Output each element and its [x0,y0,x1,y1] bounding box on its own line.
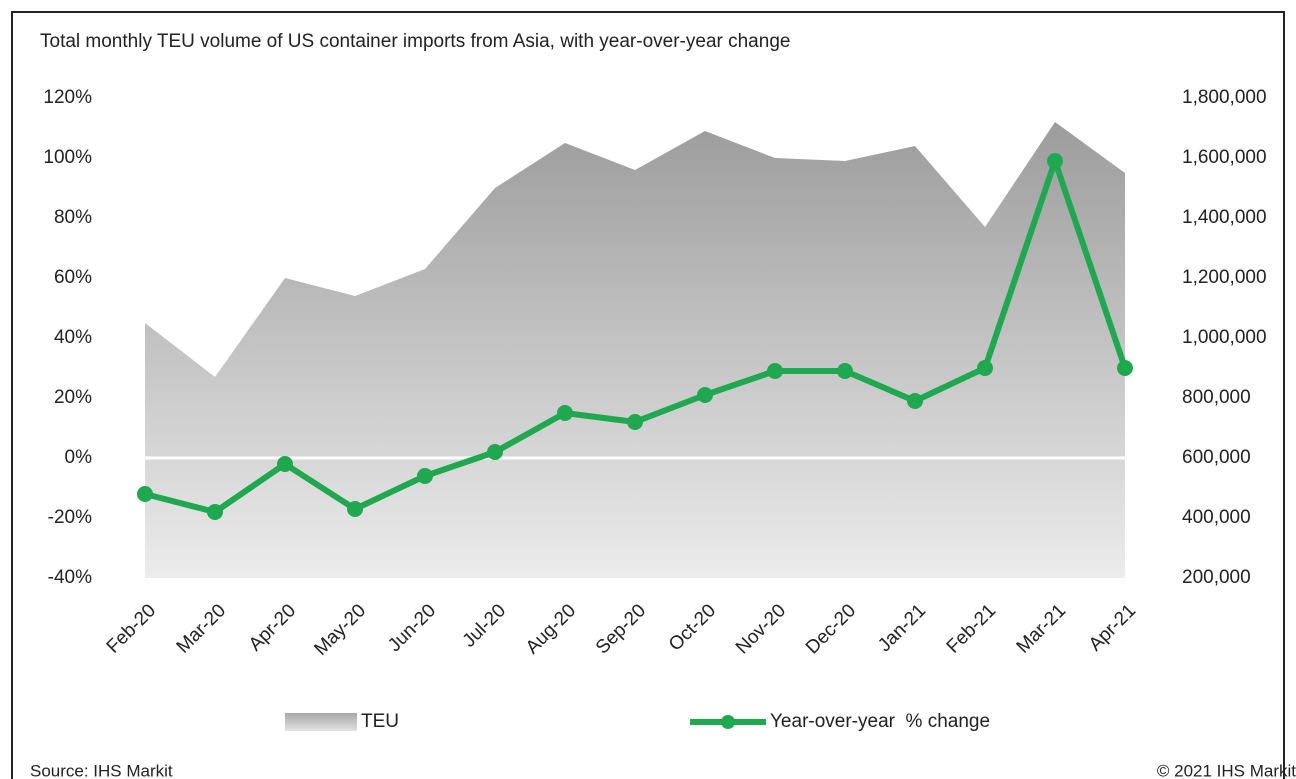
x-tick-label: Dec-20 [802,600,860,658]
yoy-point [557,405,573,421]
source: Source: IHS Markit [30,761,173,779]
y-tick-label: -20% [48,507,92,528]
x-tick-label: Feb-20 [103,600,160,657]
y2-tick-label: 800,000 [1182,387,1251,408]
yoy-point [977,360,993,376]
yoy-point [907,393,923,409]
x-tick-label: Apr-21 [1085,600,1140,655]
y-tick-label: 100% [43,147,92,168]
x-tick-label: Sep-20 [592,600,650,658]
x-tick-label: Oct-20 [665,600,720,655]
y-tick-label: 40% [54,327,92,348]
y-tick-label: 20% [54,387,92,408]
legend-marker [721,715,735,729]
yoy-point [1047,153,1063,169]
yoy-point [487,444,503,460]
yoy-point [767,363,783,379]
x-tick-label: Jun-20 [384,600,440,656]
copyright: © 2021 IHS Markit [1157,761,1296,779]
yoy-point [417,468,433,484]
y2-tick-label: 1,600,000 [1182,147,1267,168]
x-tick-label: Jan-21 [874,600,930,656]
yoy-point [1117,360,1133,376]
y2-tick-label: 400,000 [1182,507,1251,528]
y2-tick-label: 200,000 [1182,567,1251,588]
y2-tick-label: 1,000,000 [1182,327,1267,348]
x-tick-label: Aug-20 [522,600,580,658]
legend-label: TEU [361,711,399,732]
yoy-point [277,456,293,472]
y2-tick-label: 1,200,000 [1182,267,1267,288]
yoy-point [837,363,853,379]
y-tick-label: 60% [54,267,92,288]
x-tick-label: Nov-20 [732,600,790,658]
yoy-point [697,387,713,403]
y-tick-label: 120% [43,87,92,108]
chart-title: Total monthly TEU volume of US container… [40,31,790,52]
y2-tick-label: 1,400,000 [1182,207,1267,228]
teu-area [145,122,1125,578]
legend-swatch [285,713,357,731]
y-tick-label: 0% [65,447,93,468]
x-tick-label: Mar-21 [1013,600,1070,657]
y-tick-label: -40% [48,567,92,588]
x-tick-label: Feb-21 [943,600,1000,657]
y2-tick-label: 1,800,000 [1182,87,1267,108]
legend-label: Year-over-year % change [770,711,990,732]
x-tick-label: Mar-20 [173,600,230,657]
x-tick-label: Jul-20 [459,600,510,651]
x-tick-label: May-20 [310,600,370,660]
x-tick-label: Apr-20 [245,600,300,655]
frame [11,11,1285,779]
y-tick-label: 80% [54,207,92,228]
y2-tick-label: 600,000 [1182,447,1251,468]
yoy-point [207,504,223,520]
yoy-point [137,486,153,502]
yoy-point [627,414,643,430]
yoy-point [347,501,363,517]
